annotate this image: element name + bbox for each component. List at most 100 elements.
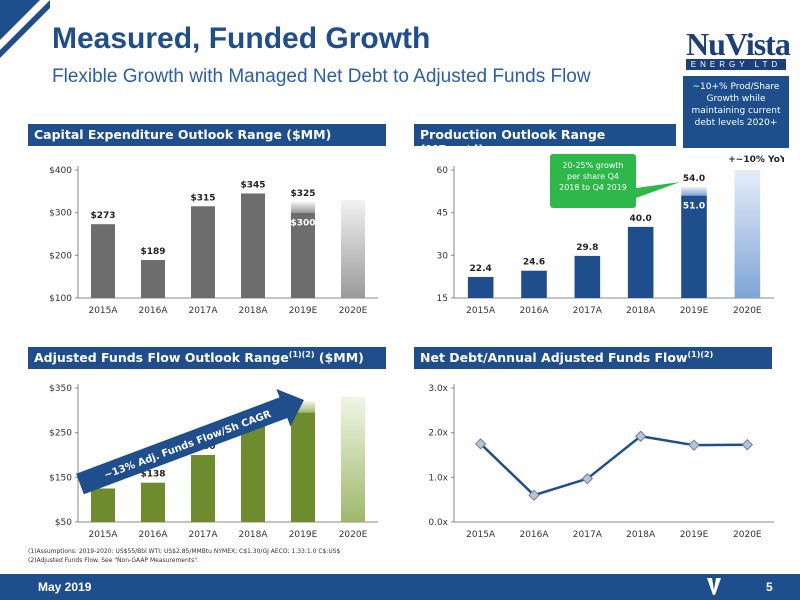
production-panel-header: Production Outlook Range (MBoe/d) [414, 124, 676, 157]
aff-xtick-label: 2016A [138, 530, 168, 540]
production-ytick-label: 60 [437, 166, 449, 176]
capex-bar [291, 212, 315, 298]
production-xtick-label: 2018A [626, 306, 656, 316]
debt-ytick-label: 1.0x [428, 473, 448, 483]
capex-value-label: $189 [140, 247, 165, 257]
debt-xtick-label: 2019E [680, 530, 709, 540]
aff-bar [141, 482, 165, 522]
production-bar [627, 226, 654, 298]
aff-bar [91, 488, 115, 522]
aff-bar-range [291, 401, 315, 413]
capex-bar-range [291, 202, 315, 213]
aff-ytick-label: $250 [49, 429, 72, 439]
production-bar [521, 270, 547, 298]
production-xtick-label: 2020E [733, 306, 762, 316]
production-chart: 15 30 45 60 2015A 2016A 2017A 2018A 2019E 2020E 22… [437, 154, 784, 316]
aff-bar [241, 425, 265, 522]
capex-bar [191, 206, 215, 298]
production-bar [574, 255, 601, 298]
aff-bar [341, 396, 365, 522]
footnote-1: (1)Assumptions: 2019-2020: US$55/Bbl WTI… [28, 548, 341, 555]
debt-xtick-label: 2018A [626, 530, 656, 540]
capex-panel-title: Capital Expenditure Outlook Range ($MM) [34, 127, 332, 142]
production-ytick-label: 45 [437, 209, 448, 219]
cagr-arrow-shape [76, 388, 304, 495]
production-value-label: 54.0 [683, 174, 705, 184]
aff-bar [191, 455, 215, 522]
capex-range-label: $300 [290, 219, 315, 229]
production-xtick-label: 2016A [519, 306, 549, 316]
capex-xtick-label: 2015A [88, 306, 118, 316]
capex-bar [91, 224, 115, 298]
production-ytick-label: 15 [437, 294, 448, 304]
aff-chart: $50 $150 $250 $350 2015A 2016A 2017A 2018A 2019E… [49, 384, 378, 540]
growth-callout-box [550, 154, 636, 208]
production-bar [681, 195, 707, 298]
aff-panel-title: Adjusted Funds Flow Outlook Range [34, 350, 289, 366]
production-bar [734, 170, 761, 298]
capex-xtick-label: 2016A [138, 306, 168, 316]
debt-ytick-label: 2.0x [428, 429, 448, 439]
debt-panel-title: Net Debt/Annual Adjusted Funds Flow [420, 350, 688, 366]
debt-xtick-label: 2015A [466, 530, 496, 540]
growth-callout-text: per share Q4 [567, 172, 619, 181]
prod-share-callout: ~10+% Prod/Share Growth while maintainin… [683, 76, 789, 148]
growth-callout-text: 2018 to Q4 2019 [559, 183, 627, 192]
aff-xtick-label: 2017A [188, 530, 218, 540]
page-subtitle: Flexible Growth with Managed Net Debt to… [52, 66, 591, 87]
aff-xtick-label: 2019E [289, 530, 318, 540]
footer-bar [0, 574, 800, 600]
page-title: Measured, Funded Growth [52, 22, 431, 55]
debt-point [581, 472, 594, 485]
debt-panel-header: Net Debt/Annual Adjusted Funds Flow(1)(2… [414, 347, 772, 369]
debt-point [528, 489, 540, 501]
debt-point [474, 438, 487, 450]
debt-panel-sup: (1)(2) [687, 350, 714, 359]
debt-chart: 0.0x 1.0x 2.0x 3.0x 2015A 2016A 2017A 2018A 2019… [428, 384, 774, 540]
production-xtick-label: 2019E [680, 306, 709, 316]
aff-panel-units: ($MM) [314, 350, 364, 366]
capex-ytick-label: $400 [49, 166, 72, 176]
capex-xtick-label: 2018A [238, 306, 268, 316]
capex-xtick-label: 2019E [289, 306, 318, 316]
production-ytick-label: 30 [437, 251, 449, 261]
aff-ytick-label: $150 [49, 473, 72, 483]
production-xtick-label: 2017A [573, 306, 603, 316]
capex-xtick-label: 2017A [188, 306, 218, 316]
debt-ytick-label: 0.0x [428, 518, 448, 528]
aff-panel-sup: (1)(2) [288, 350, 315, 359]
capex-value-label: $273 [90, 211, 115, 221]
debt-ytick-label: 3.0x [428, 384, 448, 394]
yoy-label: +~10% YoY [728, 155, 784, 165]
production-value-label: 40.0 [630, 214, 652, 224]
growth-callout-text: 20-25% growth [562, 161, 623, 170]
footer-logo-icon [707, 578, 721, 595]
debt-xtick-label: 2016A [519, 530, 549, 540]
growth-callout-pointer [636, 182, 680, 198]
debt-point [634, 430, 647, 442]
logo-main-text: NuVista [686, 26, 791, 62]
aff-bar [291, 412, 315, 522]
footer-date: May 2019 [38, 580, 92, 594]
debt-line [479, 434, 748, 497]
debt-xtick-label: 2020E [733, 530, 762, 540]
logo-sub-text: ENERGY LTD [686, 59, 786, 70]
capex-value-label: $325 [290, 189, 315, 199]
capex-bar [341, 199, 365, 298]
capex-ytick-label: $300 [49, 209, 72, 219]
footnote-2: (2)Adjusted Funds Flow. See "Non-GAAP Me… [28, 557, 199, 564]
debt-xtick-label: 2017A [573, 530, 603, 540]
capex-ytick-label: $100 [49, 294, 72, 304]
aff-value-label: $138 [140, 470, 165, 480]
corner-stripes-decoration [0, 0, 50, 58]
production-panel-title: Production Outlook Range (MBoe/d) [420, 127, 606, 157]
aff-ytick-label: $50 [55, 518, 72, 528]
debt-point [688, 439, 700, 451]
capex-bar [241, 193, 265, 298]
debt-point [741, 439, 754, 451]
capex-value-label: $315 [190, 193, 215, 203]
capex-bar [141, 260, 165, 298]
capex-panel-header: Capital Expenditure Outlook Range ($MM) [28, 124, 386, 146]
production-value-label: 24.6 [523, 258, 545, 268]
capex-xtick-label: 2020E [339, 306, 368, 316]
